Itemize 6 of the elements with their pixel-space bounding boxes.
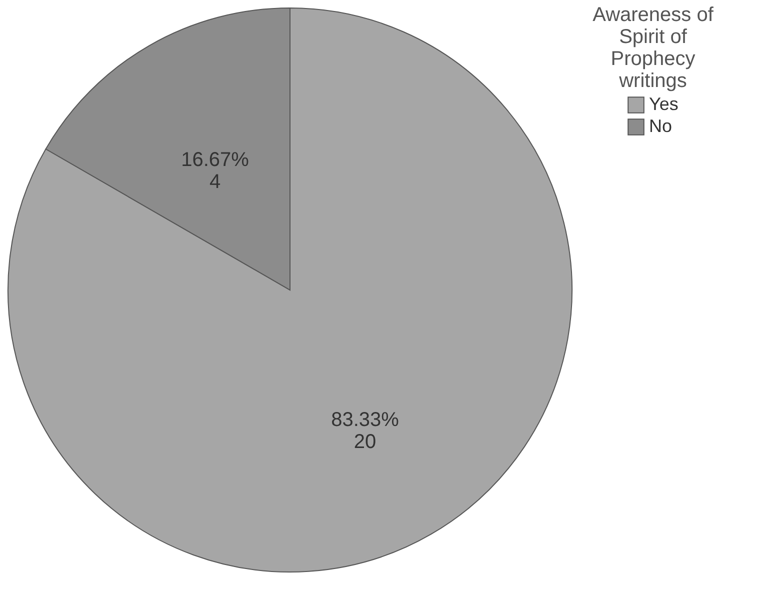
data-label: 16.67% 4 <box>181 149 250 194</box>
legend-title: Awareness of Spirit of Prophecy writings <box>592 4 714 92</box>
legend-label: No <box>649 116 672 136</box>
legend-label: Yes <box>649 94 678 114</box>
data-label: 83.33% 20 <box>331 408 400 453</box>
pie-slice <box>8 8 572 572</box>
